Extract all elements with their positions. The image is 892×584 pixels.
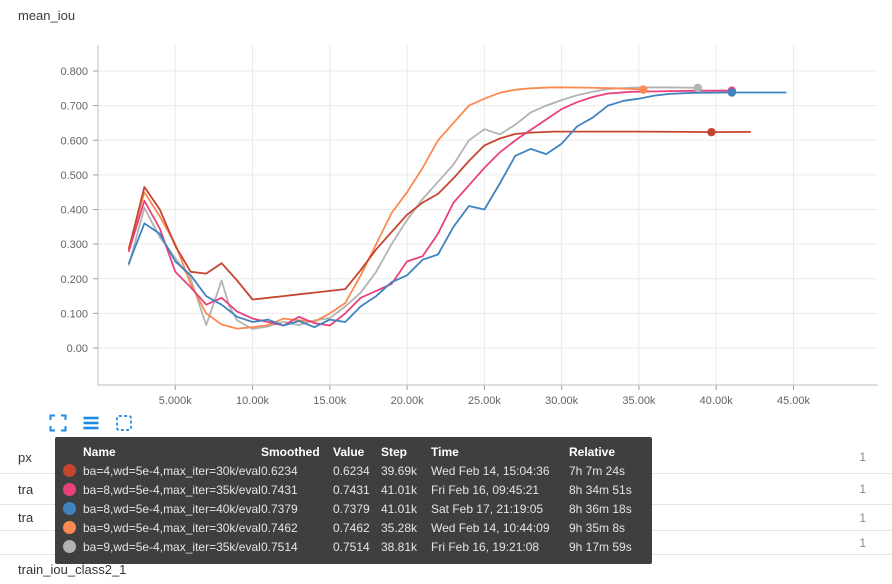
tooltip-step: 41.01k bbox=[381, 482, 418, 497]
tooltip-header-time: Time bbox=[431, 444, 459, 459]
series-end-dot bbox=[707, 127, 716, 137]
tooltip-smoothed: 0.7379 bbox=[261, 501, 298, 516]
run-group-count: 1 bbox=[859, 482, 866, 496]
tooltip-time: Wed Feb 14, 15:04:36 bbox=[431, 463, 550, 478]
series-line bbox=[127, 89, 733, 327]
x-tick-label: 20.00k bbox=[391, 395, 425, 407]
series-line bbox=[127, 86, 699, 330]
y-tick-label: 0.300 bbox=[60, 239, 88, 251]
tooltip-run-name: ba=8,wd=5e-4,max_iter=35k/eval bbox=[83, 482, 261, 497]
tooltip-time: Fri Feb 16, 09:45:21 bbox=[431, 482, 540, 497]
x-tick-label: 45.00k bbox=[777, 395, 811, 407]
x-tick-label: 5.000k bbox=[159, 395, 193, 407]
tooltip-header-relative: Relative bbox=[569, 444, 616, 459]
y-tick-label: 0.400 bbox=[60, 205, 88, 217]
tooltip-smoothed: 0.7431 bbox=[261, 482, 298, 497]
tooltip-header-row: Name Smoothed Value Step Time Relative bbox=[63, 442, 644, 461]
tooltip-relative: 9h 17m 59s bbox=[569, 539, 632, 554]
tooltip-value: 0.7431 bbox=[333, 482, 370, 497]
tooltip-smoothed: 0.7462 bbox=[261, 520, 298, 535]
series-color-dot bbox=[63, 540, 76, 553]
tooltip-value: 0.7462 bbox=[333, 520, 370, 535]
tooltip-header-name: Name bbox=[83, 444, 116, 459]
tooltip-time: Wed Feb 14, 10:44:09 bbox=[431, 520, 550, 535]
tooltip-run-name: ba=9,wd=5e-4,max_iter=30k/eval bbox=[83, 520, 261, 535]
series-color-dot bbox=[63, 464, 76, 477]
tooltip-relative: 8h 36m 18s bbox=[569, 501, 632, 516]
run-group-label: tra bbox=[18, 510, 34, 525]
run-group-label: tra bbox=[18, 481, 34, 497]
y-tick-label: 0.00 bbox=[67, 343, 88, 355]
run-group-label: px bbox=[18, 449, 32, 465]
y-tick-label: 0.800 bbox=[60, 66, 88, 78]
tooltip-step: 38.81k bbox=[381, 539, 418, 554]
series-line bbox=[127, 91, 787, 329]
run-group-label: train_iou_class2_1 bbox=[18, 562, 127, 577]
x-tick-label: 15.00k bbox=[313, 395, 347, 407]
series-line bbox=[127, 86, 645, 330]
tooltip-header-value: Value bbox=[333, 444, 365, 459]
tooltip-header-step: Step bbox=[381, 444, 408, 459]
marquee-zoom-button[interactable] bbox=[112, 411, 136, 435]
run-group-count: 1 bbox=[859, 450, 866, 464]
tooltip-relative: 8h 34m 51s bbox=[569, 482, 632, 497]
y-tick-label: 0.200 bbox=[60, 274, 88, 286]
x-tick-label: 30.00k bbox=[545, 395, 579, 407]
tooltip-value: 0.7514 bbox=[333, 539, 370, 554]
tooltip-value: 0.6234 bbox=[333, 463, 370, 478]
tooltip-row: ba=4,wd=5e-4,max_iter=30k/eval 0.6234 0.62… bbox=[63, 461, 644, 480]
tooltip-smoothed: 0.7514 bbox=[261, 539, 298, 554]
tooltip-relative: 7h 7m 24s bbox=[569, 463, 626, 478]
chart-title: mean_iou bbox=[18, 8, 76, 23]
series-color-dot bbox=[63, 521, 76, 534]
list-icon bbox=[83, 416, 99, 430]
y-tick-label: 0.600 bbox=[60, 135, 88, 147]
tooltip-run-name: ba=8,wd=5e-4,max_iter=40k/eval bbox=[83, 501, 261, 516]
tooltip-row: ba=8,wd=5e-4,max_iter=40k/eval 0.7379 0.73… bbox=[63, 499, 644, 518]
runs-list-button[interactable] bbox=[79, 411, 103, 435]
series-end-dot bbox=[639, 85, 648, 94]
mean-iou-chart[interactable]: 0.00 0.100 0.200 0.300 0.400 0.500 0.600 0.700 0… bbox=[0, 0, 892, 412]
tooltip-row: ba=8,wd=5e-4,max_iter=35k/eval 0.7431 0.74… bbox=[63, 480, 644, 499]
tooltip-time: Fri Feb 16, 19:21:08 bbox=[431, 539, 540, 554]
tooltip-relative: 9h 35m 8s bbox=[569, 520, 626, 535]
y-tick-label: 0.700 bbox=[60, 101, 88, 113]
series-line bbox=[127, 130, 752, 301]
y-tick-label: 0.500 bbox=[60, 170, 88, 182]
x-tick-label: 10.00k bbox=[236, 395, 270, 407]
tooltip-value: 0.7379 bbox=[333, 501, 370, 516]
marquee-zoom-icon bbox=[116, 415, 132, 431]
run-group-count: 1 bbox=[859, 535, 866, 550]
tooltip-row: ba=9,wd=5e-4,max_iter=30k/eval 0.7462 0.74… bbox=[63, 518, 644, 537]
tooltip-header-smoothed: Smoothed bbox=[261, 444, 320, 459]
tooltip-row: ba=9,wd=5e-4,max_iter=35k/eval 0.7514 0.75… bbox=[63, 537, 644, 556]
tooltip-run-name: ba=4,wd=5e-4,max_iter=30k/eval bbox=[83, 463, 261, 478]
series-end-dot bbox=[727, 88, 737, 97]
tooltip-step: 41.01k bbox=[381, 501, 418, 516]
tooltip-run-name: ba=9,wd=5e-4,max_iter=35k/eval bbox=[83, 539, 261, 554]
chart-toolbar bbox=[46, 411, 136, 435]
run-group-count: 1 bbox=[859, 510, 866, 525]
x-tick-label: 35.00k bbox=[622, 395, 656, 407]
tooltip-step: 39.69k bbox=[381, 463, 418, 478]
series-end-dot bbox=[693, 83, 703, 93]
chart-tooltip: Name Smoothed Value Step Time Relative ba=4,wd… bbox=[55, 437, 652, 564]
expand-icon bbox=[49, 414, 67, 432]
x-tick-label: 40.00k bbox=[700, 395, 734, 407]
tooltip-step: 35.28k bbox=[381, 520, 418, 535]
expand-button[interactable] bbox=[46, 411, 70, 435]
series-color-dot bbox=[63, 502, 76, 515]
tooltip-smoothed: 0.6234 bbox=[261, 463, 298, 478]
x-tick-label: 25.00k bbox=[468, 395, 502, 407]
tooltip-time: Sat Feb 17, 21:19:05 bbox=[431, 501, 544, 516]
series-color-dot bbox=[63, 483, 76, 496]
y-tick-label: 0.100 bbox=[60, 308, 88, 320]
